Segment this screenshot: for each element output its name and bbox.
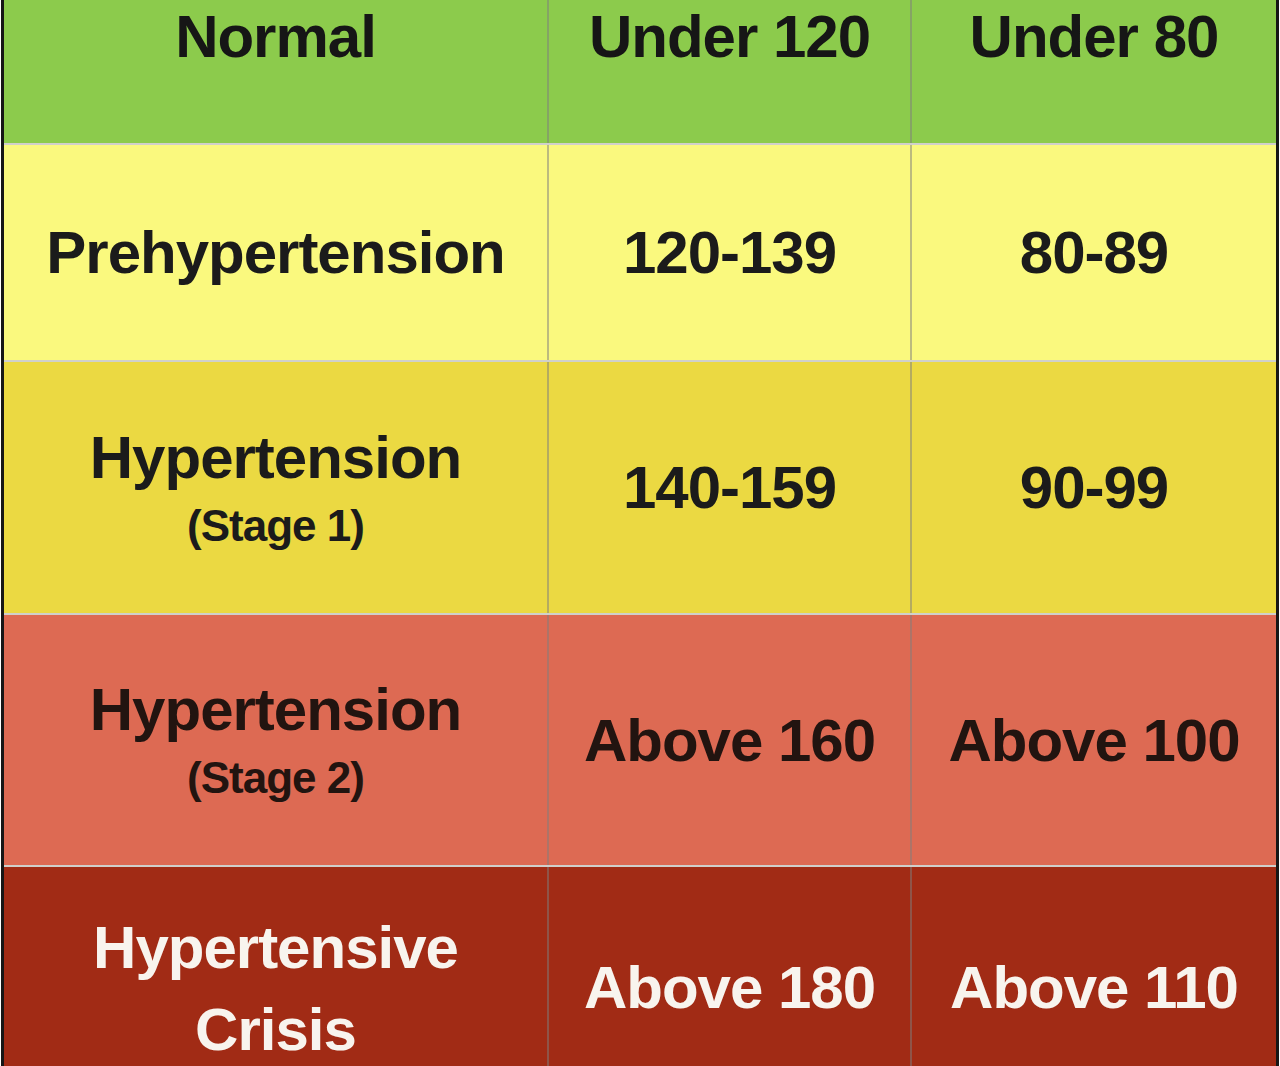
diastolic-value: Above 100: [948, 706, 1239, 775]
systolic-value: Above 160: [584, 706, 875, 775]
diastolic-value: Under 80: [970, 2, 1219, 71]
diastolic-cell: 80-89: [912, 145, 1276, 360]
screenshot-frame: Normal Under 120 Under 80 Prehypertensio…: [0, 0, 1280, 1066]
table-row-normal: Normal Under 120 Under 80: [4, 0, 1276, 143]
diastolic-cell: 90-99: [912, 362, 1276, 613]
table-row-hypertension-stage-2: Hypertension (Stage 2) Above 160 Above 1…: [4, 613, 1276, 865]
systolic-cell: Under 120: [549, 0, 912, 143]
systolic-value: 120-139: [623, 218, 836, 287]
category-label: Normal: [175, 2, 376, 71]
systolic-cell: Above 180: [549, 867, 912, 1066]
systolic-cell: 140-159: [549, 362, 912, 613]
category-cell: Hypertensive Crisis: [4, 867, 549, 1066]
category-label: Hypertension: [90, 675, 461, 744]
category-cell: Hypertension (Stage 1): [4, 362, 549, 613]
category-cell: Normal: [4, 0, 549, 143]
diastolic-cell: Under 80: [912, 0, 1276, 143]
systolic-value: Above 180: [584, 953, 875, 1022]
blood-pressure-table: Normal Under 120 Under 80 Prehypertensio…: [1, 0, 1279, 1066]
category-sublabel: (Stage 2): [187, 750, 364, 805]
diastolic-value: 80-89: [1020, 218, 1168, 287]
category-label: Hypertension: [90, 423, 461, 492]
category-sublabel: (Stage 1): [187, 498, 364, 553]
table-row-prehypertension: Prehypertension 120-139 80-89: [4, 143, 1276, 360]
diastolic-cell: Above 110: [912, 867, 1276, 1066]
category-cell: Prehypertension: [4, 145, 549, 360]
systolic-cell: Above 160: [549, 615, 912, 865]
table-row-hypertension-stage-1: Hypertension (Stage 1) 140-159 90-99: [4, 360, 1276, 613]
category-label: Hypertensive Crisis: [36, 907, 516, 1066]
category-cell: Hypertension (Stage 2): [4, 615, 549, 865]
systolic-value: 140-159: [623, 453, 836, 522]
systolic-value: Under 120: [589, 2, 870, 71]
diastolic-cell: Above 100: [912, 615, 1276, 865]
category-label: Prehypertension: [46, 218, 504, 287]
table-row-hypertensive-crisis: Hypertensive Crisis Above 180 Above 110: [4, 865, 1276, 1066]
diastolic-value: 90-99: [1020, 453, 1168, 522]
diastolic-value: Above 110: [950, 953, 1238, 1022]
systolic-cell: 120-139: [549, 145, 912, 360]
